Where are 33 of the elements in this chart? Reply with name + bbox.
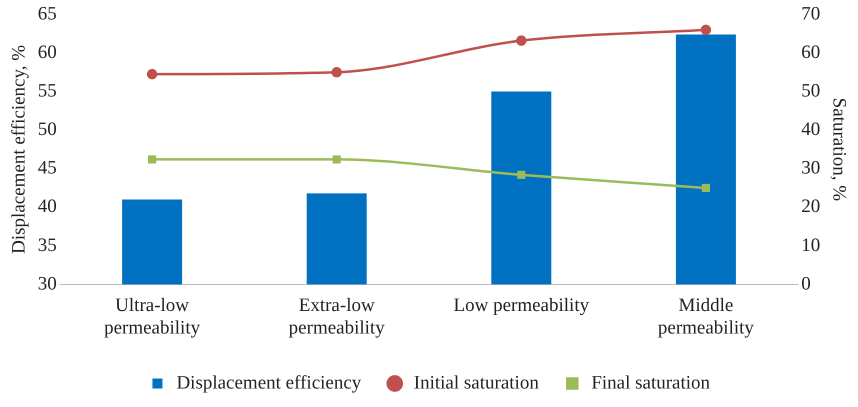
y2-axis-title: Saturation, %: [828, 98, 850, 202]
point: [516, 35, 527, 46]
legend-label: Final saturation: [591, 372, 711, 394]
y2-tick-label: 30: [801, 158, 820, 179]
x-tick-label: Low permeability: [453, 294, 590, 316]
point: [700, 24, 712, 36]
point: [332, 155, 341, 164]
y-tick-label: 40: [38, 196, 57, 218]
y-tick-label: 55: [38, 80, 57, 102]
point: [702, 184, 710, 192]
y-tick-label: 50: [38, 119, 57, 140]
legend-label: Displacement efficiency: [176, 372, 362, 394]
x-tick-label: Extra-low permeability: [288, 294, 386, 339]
point: [517, 170, 526, 179]
y-axis-title: Displacement efficiency, %: [8, 44, 30, 254]
x-tick-label: Ultra-low permeability: [104, 294, 201, 339]
x-tick-label: Middle permeability: [658, 294, 754, 339]
y2-tick-label: 10: [801, 234, 820, 256]
y2-tick-label: 20: [801, 196, 820, 218]
y2-tick-label: 50: [801, 80, 820, 102]
y-tick-label: 60: [38, 42, 57, 63]
y2-tick-label: 60: [801, 42, 820, 63]
y2-tick-label: 40: [801, 119, 820, 140]
point: [146, 68, 158, 80]
y-tick-label: 30: [38, 273, 57, 294]
point: [331, 67, 342, 78]
legend-label: Initial saturation: [414, 372, 540, 394]
point: [148, 155, 156, 164]
y2-tick-label: 70: [801, 3, 820, 24]
y-tick-label: 35: [38, 234, 57, 256]
y-tick-label: 45: [38, 158, 57, 179]
y2-tick-label: 0: [801, 273, 811, 294]
y-tick-label: 65: [38, 3, 57, 24]
